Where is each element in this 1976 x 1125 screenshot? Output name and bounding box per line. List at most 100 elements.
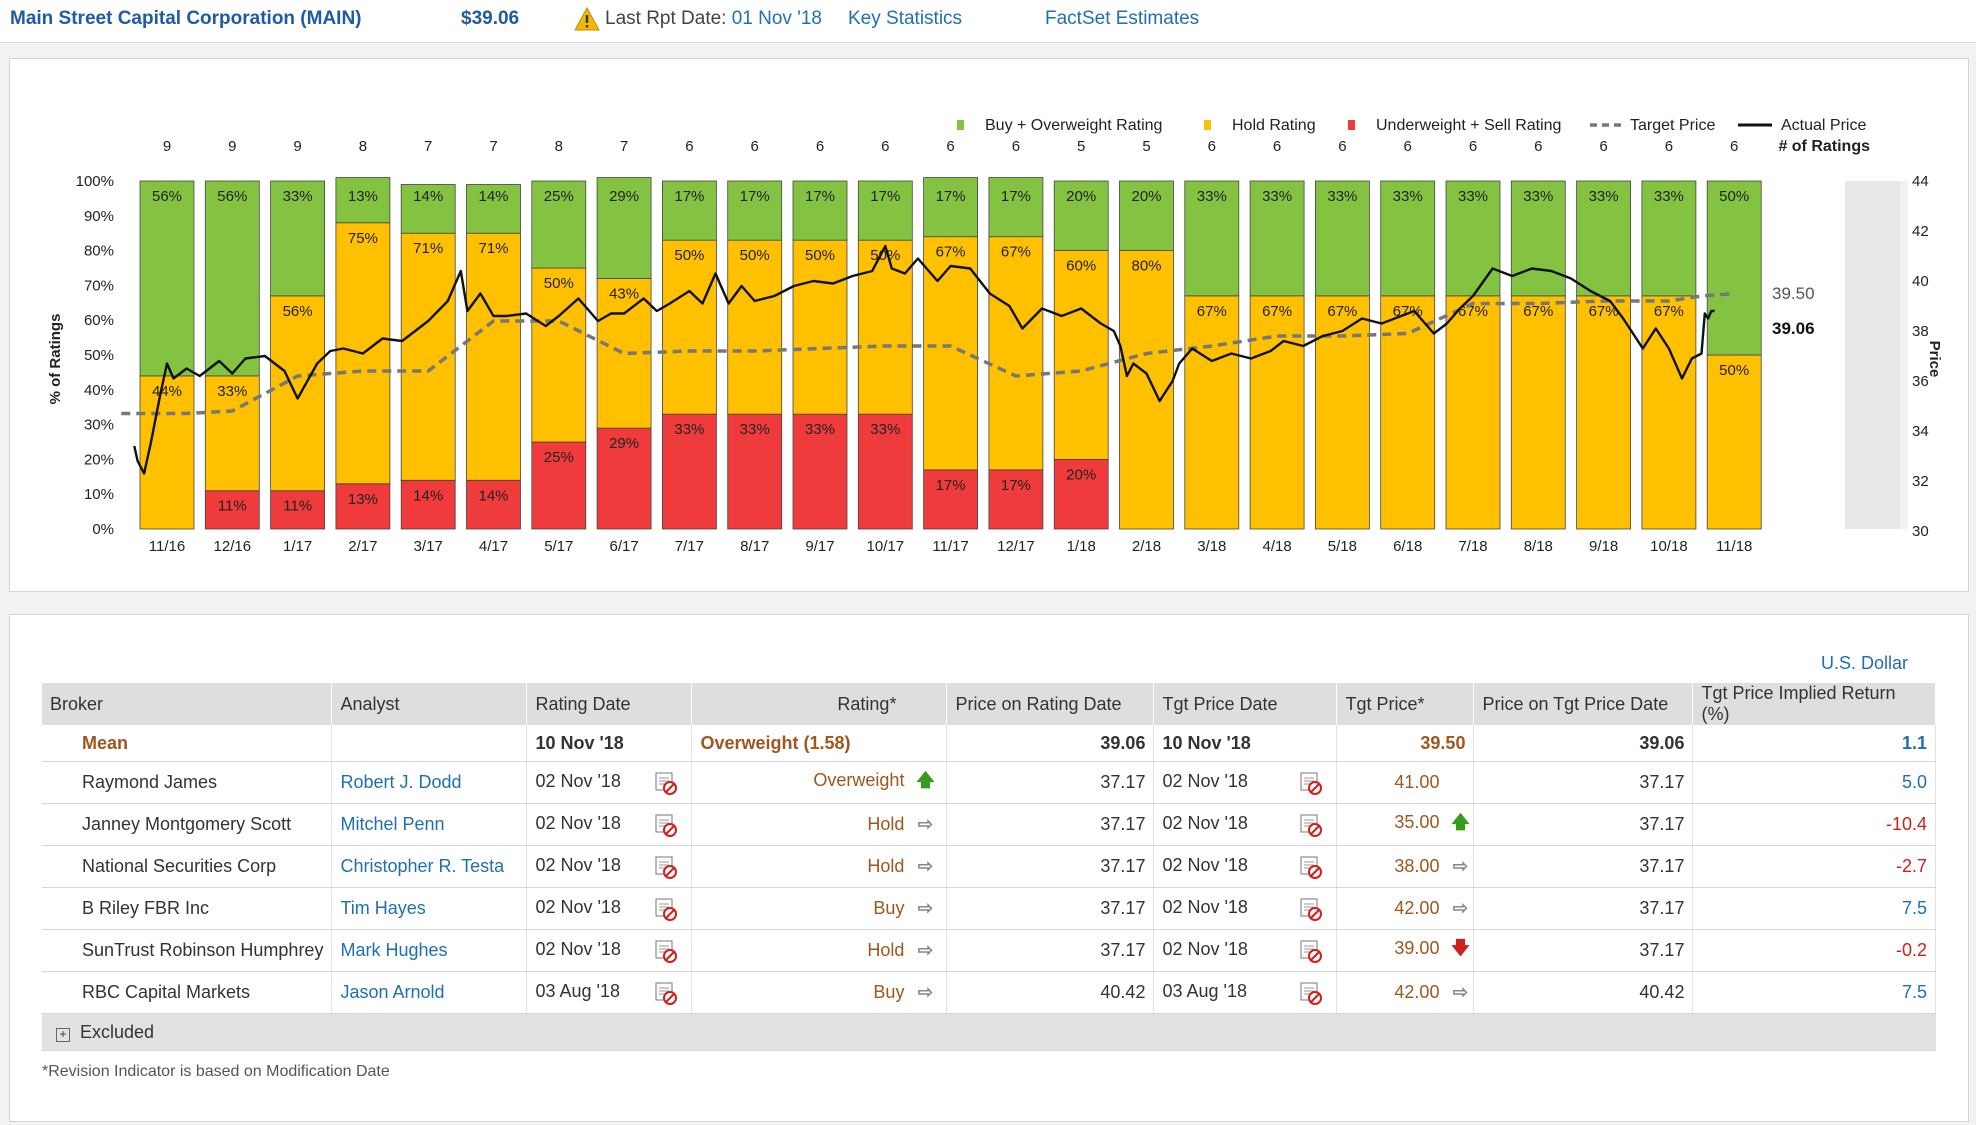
excluded-row[interactable]: + Excluded	[42, 1013, 1936, 1051]
calendar-revision-icon[interactable]	[655, 855, 678, 879]
bar-sell-label: 14%	[413, 487, 443, 504]
x-tick-label: 2/18	[1132, 538, 1161, 555]
y-right-tick-label: 34	[1912, 423, 1929, 440]
col-rating-date[interactable]: Rating Date	[526, 683, 693, 725]
calendar-revision-icon[interactable]	[1300, 771, 1323, 795]
bar-buy-label: 33%	[1654, 188, 1684, 205]
excluded-cell[interactable]: + Excluded	[42, 1013, 333, 1051]
calendar-revision-icon[interactable]	[1300, 855, 1323, 879]
calendar-revision-icon[interactable]	[1300, 813, 1323, 837]
x-tick-label: 4/18	[1262, 538, 1291, 555]
table-row[interactable]: Raymond James Robert J. Dodd 02 Nov '18 Ove…	[42, 761, 1936, 804]
excluded-label: Excluded	[80, 1021, 155, 1042]
col-broker[interactable]: Broker	[42, 683, 333, 725]
rating-count-label: 6	[946, 138, 954, 155]
warning-icon[interactable]	[574, 7, 600, 31]
bar-sell	[857, 413, 913, 530]
table-row[interactable]: Janney Montgomery Scott Mitchel Penn 02 No…	[42, 803, 1936, 846]
col-analyst[interactable]: Analyst	[331, 683, 528, 725]
col-tgt-date[interactable]: Tgt Price Date	[1153, 683, 1338, 725]
bar-sell-label: 14%	[478, 487, 508, 504]
rating-cell: Buy ⇨	[691, 887, 948, 930]
calendar-revision-icon[interactable]	[1300, 981, 1323, 1005]
rating-count-label: 6	[751, 138, 759, 155]
y-left-tick-label: 100%	[76, 173, 114, 190]
currency-selector[interactable]: U.S. Dollar	[1820, 653, 1908, 673]
mean-rating-date: 10 Nov '18	[526, 725, 693, 762]
analyst-link[interactable]: Jason Arnold	[331, 971, 528, 1014]
arrow-up-icon: 🡅	[1451, 811, 1470, 832]
mean-price-on-tgt: 39.06	[1473, 725, 1694, 762]
legend-actual-label: Actual Price	[1781, 117, 1866, 134]
bar-sell-label: 11%	[218, 498, 247, 515]
tgt-price-date: 02 Nov '18	[1162, 812, 1248, 833]
bar-sell-label: 29%	[609, 435, 639, 452]
implied-return: 7.5	[1692, 887, 1936, 930]
rating-count-label: 6	[1469, 138, 1477, 155]
broker-name: Janney Montgomery Scott	[42, 803, 333, 846]
arrow-right-icon: ⇨	[917, 898, 933, 918]
table-row[interactable]: B Riley FBR Inc Tim Hayes 02 Nov '18 Buy ⇨ 37…	[42, 887, 1936, 930]
x-tick-label: 10/18	[1650, 538, 1688, 555]
col-price-on-tgt[interactable]: Price on Tgt Price Date	[1473, 683, 1694, 725]
bar-buy	[400, 184, 456, 234]
table-row[interactable]: National Securities Corp Christopher R. T…	[42, 845, 1936, 888]
tgt-price: 41.00	[1394, 772, 1440, 792]
calendar-revision-icon[interactable]	[655, 981, 678, 1005]
legend-sell-swatch	[1348, 120, 1355, 130]
actual-price-line	[133, 244, 1715, 475]
calendar-revision-icon[interactable]	[655, 771, 678, 795]
analyst-link[interactable]: Mark Hughes	[331, 929, 528, 972]
bar-buy-label: 14%	[478, 188, 508, 205]
bar-buy-label: 14%	[413, 188, 443, 205]
footnote: *Revision Indicator is based on Modifica…	[42, 1063, 390, 1080]
calendar-revision-icon[interactable]	[655, 813, 678, 837]
table-row[interactable]: SunTrust Robinson Humphrey Mark Hughes 02 …	[42, 929, 1936, 972]
tgt-date-cell: 02 Nov '18	[1153, 845, 1338, 888]
bar-hold-label: 33%	[217, 383, 247, 400]
price-on-rating-date: 37.17	[946, 803, 1155, 846]
mean-tgt-date: 10 Nov '18	[1153, 725, 1338, 762]
calendar-revision-icon[interactable]	[1300, 897, 1323, 921]
broker-name: B Riley FBR Inc	[42, 887, 333, 930]
table-row[interactable]: RBC Capital Markets Jason Arnold 03 Aug '1…	[42, 971, 1936, 1014]
x-tick-label: 9/18	[1589, 538, 1618, 555]
implied-return: -0.2	[1692, 929, 1936, 972]
calendar-revision-icon[interactable]	[655, 939, 678, 963]
x-tick-label: 7/18	[1458, 538, 1487, 555]
bar-buy	[1053, 180, 1109, 251]
y-right-tick-label: 36	[1912, 373, 1929, 390]
bar-sell	[662, 413, 717, 530]
bar-buy-label: 33%	[1589, 188, 1619, 205]
rating-cell: Hold ⇨	[691, 845, 948, 888]
bar-hold	[1576, 295, 1631, 530]
col-implied-return[interactable]: Tgt Price Implied Return (%)	[1692, 683, 1936, 725]
col-price-on-rating[interactable]: Price on Rating Date	[946, 683, 1155, 725]
rating-date-cell: 02 Nov '18	[526, 845, 693, 888]
bar-buy-label: 17%	[1001, 188, 1031, 205]
col-rating[interactable]: Rating*	[691, 683, 948, 725]
broker-name: RBC Capital Markets	[42, 971, 333, 1014]
analyst-link[interactable]: Robert J. Dodd	[331, 761, 528, 804]
calendar-revision-icon[interactable]	[1300, 939, 1323, 963]
rating-count-label: 6	[1012, 138, 1020, 155]
bar-buy-label: 17%	[805, 188, 835, 205]
bar-buy	[596, 177, 652, 279]
expand-plus-icon[interactable]: +	[56, 1027, 70, 1042]
bar-hold-label: 50%	[805, 247, 835, 264]
calendar-revision-icon[interactable]	[655, 897, 678, 921]
factset-estimates-link[interactable]: FactSet Estimates	[1045, 8, 1200, 29]
col-tgt-price[interactable]: Tgt Price*	[1336, 683, 1475, 725]
rating-count-label: 6	[881, 138, 889, 155]
price-on-rating-date: 37.17	[946, 845, 1155, 888]
bar-hold	[662, 239, 717, 415]
x-tick-label: 7/17	[675, 538, 704, 555]
tgt-date-cell: 02 Nov '18	[1153, 761, 1338, 804]
arrow-up-icon: 🡅	[916, 769, 935, 790]
bar-buy	[857, 180, 913, 241]
analyst-link[interactable]: Mitchel Penn	[331, 803, 528, 846]
key-statistics-link[interactable]: Key Statistics	[848, 8, 963, 29]
bar-hold-label: 67%	[1001, 244, 1031, 261]
analyst-link[interactable]: Christopher R. Testa	[331, 845, 528, 888]
analyst-link[interactable]: Tim Hayes	[331, 887, 528, 930]
